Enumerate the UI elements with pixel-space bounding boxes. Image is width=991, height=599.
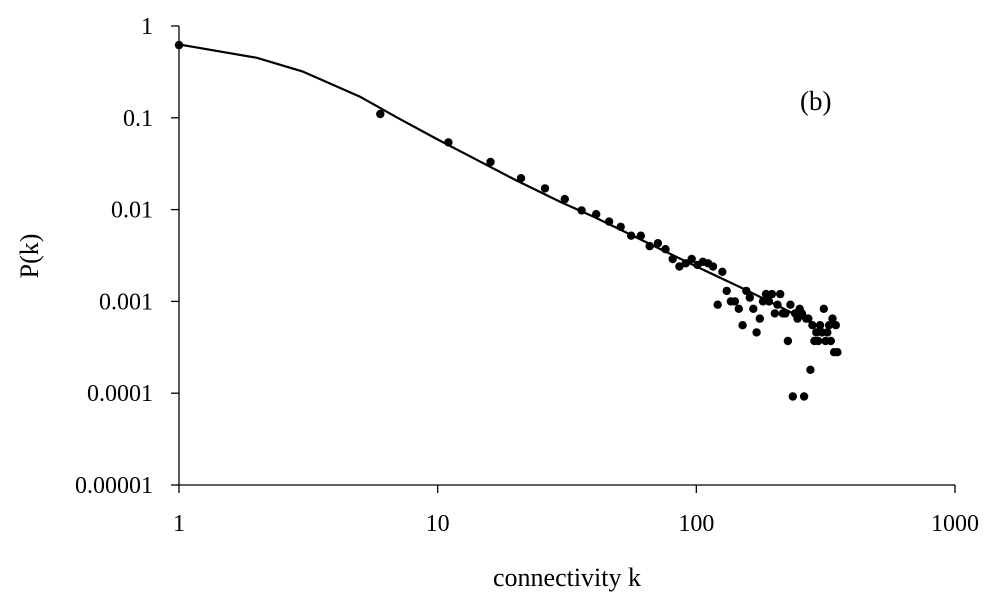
x-tick-label: 100: [678, 511, 714, 537]
data-point: [722, 286, 731, 296]
x-tick-label: 10: [426, 511, 450, 537]
x-ticks: 1 10 100 1000: [173, 485, 979, 537]
data-point: [645, 241, 654, 251]
data-point: [808, 321, 817, 330]
data-point: [730, 297, 740, 306]
data-point: [828, 314, 837, 323]
data-point: [636, 231, 645, 240]
data-point: [752, 328, 761, 337]
data-point: [831, 321, 840, 330]
data-point: [708, 262, 718, 271]
x-tick-label: 1000: [931, 511, 979, 537]
y-tick-label: 0.001: [99, 289, 153, 315]
data-point: [770, 309, 779, 318]
data-point: [653, 239, 663, 248]
data-point: [758, 297, 768, 306]
data-points: [174, 40, 842, 401]
y-ticks: 1 0.1 0.01 0.001 0.0001 0.00001: [75, 14, 179, 499]
data-point: [742, 286, 751, 296]
data-point: [773, 300, 782, 309]
data-point: [826, 336, 835, 346]
y-tick-label: 1: [141, 14, 153, 40]
y-tick-label: 0.0001: [87, 381, 153, 407]
x-axis-title: connectivity k: [493, 563, 641, 592]
data-point: [823, 328, 832, 337]
fit-curve: [178, 43, 813, 325]
data-point: [376, 109, 385, 119]
data-point: [604, 217, 614, 226]
data-point: [668, 254, 677, 264]
data-point: [174, 40, 184, 50]
data-point: [814, 336, 823, 346]
y-tick-label: 0.1: [123, 106, 153, 132]
data-point: [718, 267, 727, 276]
plot-area: [178, 26, 955, 486]
data-point: [776, 289, 785, 299]
data-point: [767, 289, 777, 299]
data-point: [745, 293, 754, 302]
panel-annotation: (b): [800, 86, 831, 116]
data-point: [819, 304, 828, 313]
y-axis-title: P(k): [15, 234, 44, 279]
x-tick-label: 1: [173, 511, 185, 537]
data-point: [764, 297, 774, 306]
data-point: [540, 184, 550, 193]
data-point: [713, 300, 722, 309]
y-tick-label: 0.01: [111, 198, 153, 224]
data-point: [783, 336, 793, 346]
data-point: [661, 245, 670, 254]
data-point: [761, 289, 771, 299]
data-point: [781, 309, 790, 318]
data-point: [560, 194, 569, 204]
data-point: [627, 231, 636, 240]
data-point: [788, 392, 797, 401]
data-point: [755, 314, 764, 323]
data-point: [833, 348, 842, 357]
data-point: [804, 314, 813, 323]
data-point: [786, 300, 795, 309]
data-point: [577, 206, 586, 215]
y-tick-label: 0.00001: [75, 473, 153, 499]
data-point: [734, 304, 743, 313]
data-point: [616, 222, 625, 231]
data-point: [687, 254, 696, 264]
data-point: [486, 157, 495, 167]
data-point: [444, 138, 453, 147]
data-point: [749, 304, 758, 313]
data-point: [824, 321, 834, 330]
data-point: [516, 174, 526, 183]
data-point: [806, 365, 815, 374]
data-point: [675, 262, 684, 271]
data-point: [681, 259, 690, 268]
data-point: [799, 392, 809, 401]
data-point: [738, 321, 747, 330]
data-point: [815, 321, 825, 330]
data-point: [592, 210, 601, 219]
